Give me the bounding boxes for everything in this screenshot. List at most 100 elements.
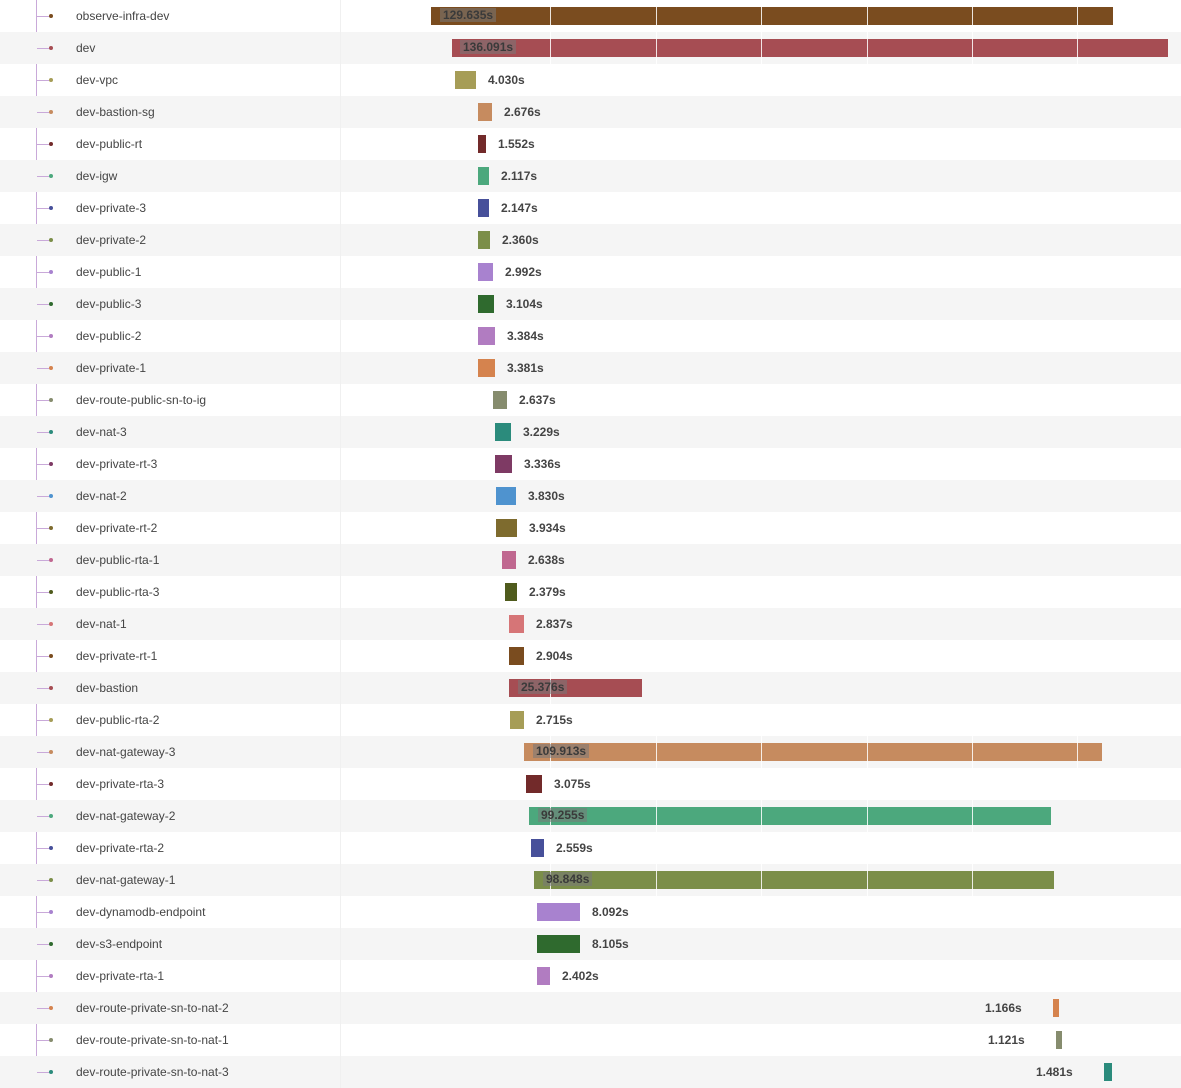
node-dot-icon (49, 494, 53, 498)
timeline-row[interactable]: dev-bastion-sg 2.676s (0, 96, 1181, 128)
span-bar[interactable] (537, 967, 550, 985)
column-divider (340, 1024, 341, 1056)
span-duration: 1.481s (1036, 1065, 1073, 1079)
timeline-row[interactable]: dev-route-public-sn-to-ig 2.637s (0, 384, 1181, 416)
timeline-row[interactable]: dev-private-rt-2 3.934s (0, 512, 1181, 544)
span-duration: 3.830s (528, 489, 565, 503)
tree-branch (37, 528, 49, 529)
gridline (972, 0, 973, 32)
timeline-row[interactable]: dev-route-private-sn-to-nat-1 1.121s (0, 1024, 1181, 1056)
timeline-row[interactable]: dev-public-rta-3 2.379s (0, 576, 1181, 608)
span-bar[interactable] (478, 263, 493, 281)
span-bar[interactable] (537, 903, 580, 921)
timeline-row[interactable]: dev 136.091s (0, 32, 1181, 64)
span-bar[interactable] (493, 391, 507, 409)
timeline-row[interactable]: dev-public-1 2.992s (0, 256, 1181, 288)
span-bar[interactable] (478, 359, 495, 377)
span-bar[interactable] (1104, 1063, 1112, 1081)
span-bar[interactable] (509, 615, 524, 633)
span-name: dev-public-1 (76, 265, 142, 279)
tree-branch (37, 240, 49, 241)
timeline-row[interactable]: dev-public-rt 1.552s (0, 128, 1181, 160)
timeline-row[interactable]: dev-private-3 2.147s (0, 192, 1181, 224)
timeline-row[interactable]: dev-route-private-sn-to-nat-2 1.166s (0, 992, 1181, 1024)
timeline-row[interactable]: dev-nat-3 3.229s (0, 416, 1181, 448)
timeline-row[interactable]: dev-public-rta-1 2.638s (0, 544, 1181, 576)
timeline-row[interactable]: dev-s3-endpoint 8.105s (0, 928, 1181, 960)
span-duration: 109.913s (533, 744, 590, 758)
timeline-row[interactable]: dev-nat-gateway-1 98.848s (0, 864, 1181, 896)
span-bar[interactable] (510, 711, 524, 729)
span-name: dev-public-2 (76, 329, 142, 343)
span-bar[interactable] (531, 839, 544, 857)
timeline-row[interactable]: dev-bastion 25.376s (0, 672, 1181, 704)
span-bar[interactable] (478, 135, 486, 153)
span-bar[interactable] (505, 583, 517, 601)
span-bar[interactable] (496, 519, 517, 537)
node-dot-icon (49, 110, 53, 114)
tree-branch (37, 432, 49, 433)
column-divider (340, 736, 341, 768)
span-bar[interactable] (478, 231, 490, 249)
node-dot-icon (49, 782, 53, 786)
span-bar[interactable] (1053, 999, 1059, 1017)
timeline-row[interactable]: dev-private-rt-1 2.904s (0, 640, 1181, 672)
timeline-row[interactable]: dev-private-rt-3 3.336s (0, 448, 1181, 480)
span-bar[interactable] (496, 487, 516, 505)
column-divider (340, 224, 341, 256)
node-dot-icon (49, 270, 53, 274)
span-bar[interactable] (478, 327, 495, 345)
span-duration: 2.117s (501, 169, 538, 183)
span-bar[interactable] (478, 167, 489, 185)
span-bar[interactable] (524, 743, 1102, 761)
span-bar[interactable] (526, 775, 542, 793)
timeline-row[interactable]: dev-route-private-sn-to-nat-3 1.481s (0, 1056, 1181, 1088)
timeline-row[interactable]: dev-private-rta-2 2.559s (0, 832, 1181, 864)
tree-branch (37, 1008, 49, 1009)
span-bar[interactable] (495, 423, 511, 441)
gridline (972, 800, 973, 832)
span-bar[interactable] (478, 295, 494, 313)
timeline-row[interactable]: dev-private-rta-1 2.402s (0, 960, 1181, 992)
span-bar[interactable] (478, 199, 489, 217)
timeline-row[interactable]: dev-private-rta-3 3.075s (0, 768, 1181, 800)
timeline-row[interactable]: dev-vpc 4.030s (0, 64, 1181, 96)
gridline (550, 32, 551, 64)
span-name: dev-private-2 (76, 233, 147, 247)
timeline-row[interactable]: dev-nat-gateway-2 99.255s (0, 800, 1181, 832)
timeline-row[interactable]: dev-dynamodb-endpoint 8.092s (0, 896, 1181, 928)
span-bar[interactable] (478, 103, 492, 121)
node-dot-icon (49, 878, 53, 882)
timeline-row[interactable]: observe-infra-dev 129.635s (0, 0, 1181, 32)
timeline-row[interactable]: dev-igw 2.117s (0, 160, 1181, 192)
timeline-row[interactable]: dev-public-2 3.384s (0, 320, 1181, 352)
node-dot-icon (49, 398, 53, 402)
span-bar[interactable] (1056, 1031, 1062, 1049)
span-bar[interactable] (529, 807, 1051, 825)
span-bar[interactable] (452, 39, 1168, 57)
timeline-row[interactable]: dev-nat-1 2.837s (0, 608, 1181, 640)
span-bar[interactable] (495, 455, 512, 473)
span-bar[interactable] (509, 647, 524, 665)
node-dot-icon (49, 686, 53, 690)
tree-branch (37, 720, 49, 721)
span-name: dev-route-private-sn-to-nat-2 (76, 1001, 229, 1015)
span-bar[interactable] (455, 71, 476, 89)
span-bar[interactable] (431, 7, 1113, 25)
span-duration: 3.229s (523, 425, 560, 439)
span-bar[interactable] (537, 935, 580, 953)
span-duration: 3.104s (506, 297, 543, 311)
timeline-row[interactable]: dev-nat-gateway-3 109.913s (0, 736, 1181, 768)
span-bar[interactable] (534, 871, 1054, 889)
timeline-row[interactable]: dev-private-2 2.360s (0, 224, 1181, 256)
span-duration: 2.147s (501, 201, 538, 215)
timeline-row[interactable]: dev-public-rta-2 2.715s (0, 704, 1181, 736)
column-divider (340, 928, 341, 960)
span-name: dev-public-rta-1 (76, 553, 160, 567)
timeline-row[interactable]: dev-nat-2 3.830s (0, 480, 1181, 512)
timeline-row[interactable]: dev-private-1 3.381s (0, 352, 1181, 384)
timeline-row[interactable]: dev-public-3 3.104s (0, 288, 1181, 320)
node-dot-icon (49, 622, 53, 626)
span-bar[interactable] (502, 551, 516, 569)
column-divider (340, 544, 341, 576)
